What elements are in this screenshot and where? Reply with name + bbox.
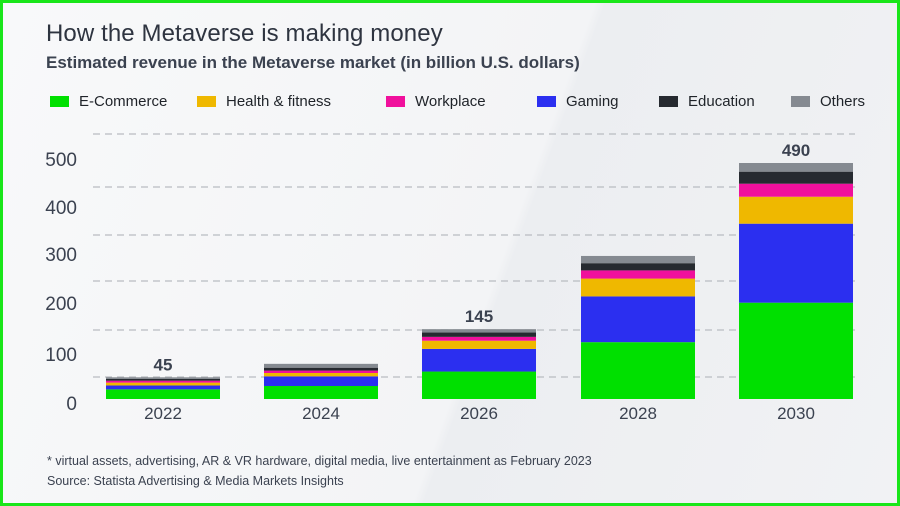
bar-segment-gaming-2022 xyxy=(106,385,220,390)
legend-label: Workplace xyxy=(415,92,486,110)
legend-label: Education xyxy=(688,92,755,110)
y-tick-label: 200 xyxy=(45,294,77,315)
bar-segment-health-and-fitness-2024 xyxy=(264,372,378,377)
bar-segment-education-2028 xyxy=(581,263,695,271)
y-tick-label: 100 xyxy=(45,345,77,366)
x-tick-label: 2022 xyxy=(144,404,182,423)
bar-segment-others-2026 xyxy=(422,329,536,333)
y-tick-label: 300 xyxy=(45,245,77,266)
legend-swatch-e-commerce xyxy=(50,95,69,107)
legend-item-e-commerce: E-Commerce xyxy=(50,91,167,111)
bar-segment-others-2028 xyxy=(581,255,695,264)
legend-swatch-others xyxy=(791,95,810,107)
total-label-2026: 145 xyxy=(465,307,493,326)
chart-title: How the Metaverse is making money xyxy=(46,20,443,47)
bar-segment-education-2022 xyxy=(106,378,220,381)
bar-segment-workplace-2022 xyxy=(106,380,220,383)
total-label-2022: 45 xyxy=(154,355,173,374)
legend-item-workplace: Workplace xyxy=(386,91,486,111)
total-label-2030: 490 xyxy=(782,141,810,160)
bar-segment-health-and-fitness-2028 xyxy=(581,278,695,297)
legend-swatch-gaming xyxy=(537,95,556,107)
legend-item-education: Education xyxy=(659,91,755,111)
bar-segment-others-2030 xyxy=(739,163,853,172)
legend-label: E-Commerce xyxy=(79,92,168,110)
bar-segment-others-2024 xyxy=(264,363,378,368)
bar-segment-health-and-fitness-2026 xyxy=(422,340,536,349)
bar-segment-e-commerce-2024 xyxy=(264,385,378,399)
bar-segment-education-2026 xyxy=(422,332,536,337)
bar-segment-others-2022 xyxy=(106,377,220,379)
stacked-bar-chart: 0 100 200 300 400 500 45 2022 2024 145 2026 2028 490… xyxy=(45,133,855,423)
footnote: * virtual assets, advertising, AR & VR h… xyxy=(47,454,592,468)
x-tick-label: 2026 xyxy=(460,404,498,423)
y-tick-label: 0 xyxy=(66,394,77,415)
x-tick-label: 2024 xyxy=(302,404,340,423)
legend-label: Others xyxy=(820,92,866,110)
bar-segment-workplace-2030 xyxy=(739,183,853,197)
bar-segment-health-and-fitness-2022 xyxy=(106,382,220,386)
legend-item-health-and-fitness: Health & fitness xyxy=(197,91,331,111)
y-tick-label: 500 xyxy=(45,150,77,171)
x-tick-label: 2030 xyxy=(777,404,815,423)
chart-subtitle: Estimated revenue in the Metaverse marke… xyxy=(46,53,580,72)
bar-segment-gaming-2030 xyxy=(739,223,853,303)
bar-segment-e-commerce-2030 xyxy=(739,302,853,399)
legend-swatch-health-and-fitness xyxy=(197,95,216,107)
legend-item-gaming: Gaming xyxy=(537,91,619,111)
bar-segment-e-commerce-2022 xyxy=(106,389,220,399)
bar-segment-e-commerce-2028 xyxy=(581,342,695,399)
bar-segment-e-commerce-2026 xyxy=(422,371,536,399)
legend-label: Gaming xyxy=(566,92,619,110)
bar-segment-gaming-2028 xyxy=(581,296,695,343)
legend-item-others: Others xyxy=(791,91,865,111)
bar-segment-health-and-fitness-2030 xyxy=(739,196,853,224)
y-tick-label: 400 xyxy=(45,198,77,219)
legend-label: Health & fitness xyxy=(226,92,332,110)
bar-segment-workplace-2028 xyxy=(581,270,695,279)
source-note: Source: Statista Advertising & Media Mar… xyxy=(47,474,344,488)
x-tick-label: 2028 xyxy=(619,404,657,423)
legend-swatch-workplace xyxy=(386,95,405,107)
bar-segment-gaming-2024 xyxy=(264,376,378,386)
bar-segment-workplace-2024 xyxy=(264,370,378,373)
bar-segment-workplace-2026 xyxy=(422,336,536,341)
bar-segment-gaming-2026 xyxy=(422,348,536,372)
legend-swatch-education xyxy=(659,95,678,107)
legend: E-Commerce Health & fitness Workplace Gamin… xyxy=(3,91,897,111)
bar-segment-education-2030 xyxy=(739,171,853,184)
bar-segment-education-2024 xyxy=(264,367,378,371)
